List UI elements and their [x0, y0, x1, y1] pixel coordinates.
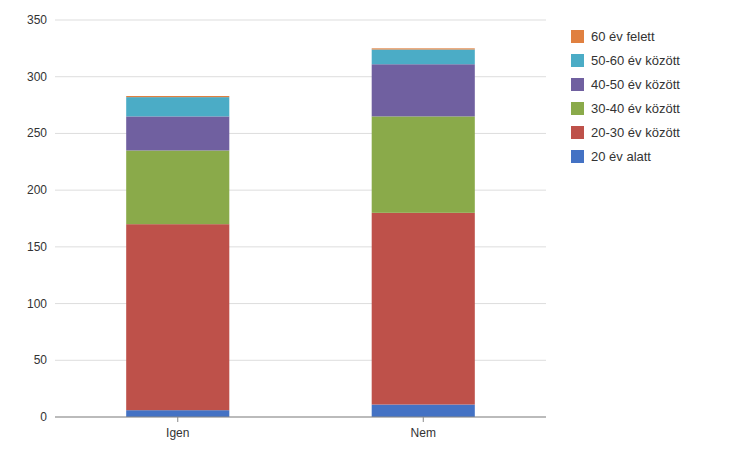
legend-swatch — [571, 30, 584, 43]
legend-swatch — [571, 54, 584, 67]
grid-line — [55, 20, 546, 21]
x-tick-label: Nem — [411, 426, 436, 440]
x-tick — [177, 417, 178, 422]
x-axis: Igen Nem — [55, 417, 546, 440]
y-tick-label: 0 — [40, 410, 47, 424]
x-tick-label: Igen — [166, 426, 189, 440]
bar-segment — [372, 48, 475, 49]
y-tick-label: 300 — [27, 70, 47, 84]
bar-segment — [372, 213, 475, 405]
y-tick-label: 100 — [27, 297, 47, 311]
bar-segment — [372, 64, 475, 116]
y-tick-label: 150 — [27, 240, 47, 254]
y-tick-label: 250 — [27, 126, 47, 140]
y-tick-label: 200 — [27, 183, 47, 197]
legend-swatch — [571, 78, 584, 91]
y-tick-label: 350 — [27, 13, 47, 27]
legend-label: 60 év felett — [591, 29, 655, 44]
legend-swatch — [571, 126, 584, 139]
x-axis-line — [55, 417, 546, 418]
legend-label: 20-30 év között — [591, 125, 680, 140]
bar-segment — [126, 97, 229, 116]
x-tick — [423, 417, 424, 422]
bar-segment — [372, 49, 475, 64]
bar-segment — [126, 96, 229, 97]
legend: 60 év felett 50-60 év között 40-50 év közö… — [571, 29, 680, 164]
legend-label: 20 év alatt — [591, 149, 651, 164]
bar-segment — [126, 410, 229, 417]
legend-label: 50-60 év között — [591, 53, 680, 68]
y-tick-label: 50 — [34, 353, 48, 367]
bar-segment — [126, 150, 229, 224]
chart-container: 0 50 100 150 200 250 300 350 Igen Nem 60 év felett… — [0, 0, 756, 457]
legend-label: 40-50 év között — [591, 77, 680, 92]
bars — [126, 48, 475, 417]
bar-segment — [372, 116, 475, 212]
legend-swatch — [571, 102, 584, 115]
legend-label: 30-40 év között — [591, 101, 680, 116]
chart-svg: 0 50 100 150 200 250 300 350 Igen Nem 60 év felett… — [0, 0, 756, 457]
bar-segment — [372, 405, 475, 417]
legend-swatch — [571, 150, 584, 163]
bar-segment — [126, 224, 229, 410]
grid-line — [55, 417, 546, 418]
y-axis: 0 50 100 150 200 250 300 350 — [27, 13, 47, 424]
grid — [55, 20, 546, 417]
bar-segment — [126, 116, 229, 150]
